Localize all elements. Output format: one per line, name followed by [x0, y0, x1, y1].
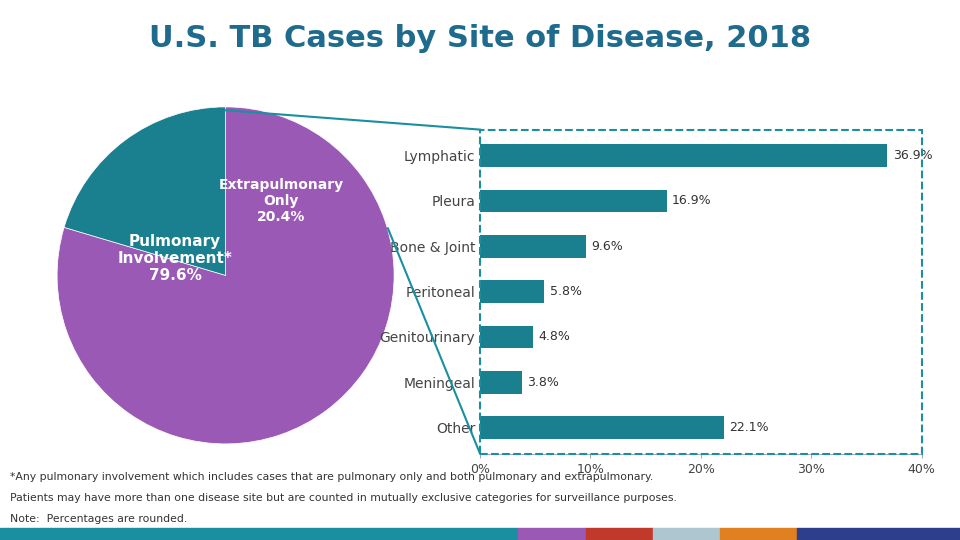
Text: 4.8%: 4.8%	[539, 330, 570, 343]
Text: Pulmonary
Involvement*
79.6%: Pulmonary Involvement* 79.6%	[118, 234, 232, 284]
Text: Patients may have more than one disease site but are counted in mutually exclusi: Patients may have more than one disease …	[10, 493, 677, 503]
Bar	[518, 528, 586, 540]
Bar	[797, 528, 960, 540]
Bar	[480, 144, 887, 167]
Bar	[653, 528, 720, 540]
Bar	[480, 280, 544, 303]
Text: 36.9%: 36.9%	[893, 149, 932, 162]
Text: *Any pulmonary involvement which includes cases that are pulmonary only and both: *Any pulmonary involvement which include…	[10, 472, 653, 483]
Text: Note:  Percentages are rounded.: Note: Percentages are rounded.	[10, 514, 187, 524]
Text: 5.8%: 5.8%	[549, 285, 582, 298]
Text: U.S. TB Cases by Site of Disease, 2018: U.S. TB Cases by Site of Disease, 2018	[149, 24, 811, 53]
Text: 9.6%: 9.6%	[591, 240, 623, 253]
Bar	[480, 190, 666, 212]
Bar	[720, 528, 797, 540]
Bar	[480, 326, 533, 348]
Wedge shape	[64, 107, 226, 275]
Text: Extrapulmonary
Only
20.4%: Extrapulmonary Only 20.4%	[219, 178, 344, 224]
Bar	[480, 371, 522, 394]
Bar	[586, 528, 653, 540]
Text: 16.9%: 16.9%	[672, 194, 711, 207]
Bar	[480, 235, 586, 258]
Text: 3.8%: 3.8%	[527, 376, 560, 389]
Bar	[480, 416, 724, 439]
Wedge shape	[58, 107, 395, 444]
Text: 22.1%: 22.1%	[730, 421, 769, 434]
Bar	[0, 528, 518, 540]
